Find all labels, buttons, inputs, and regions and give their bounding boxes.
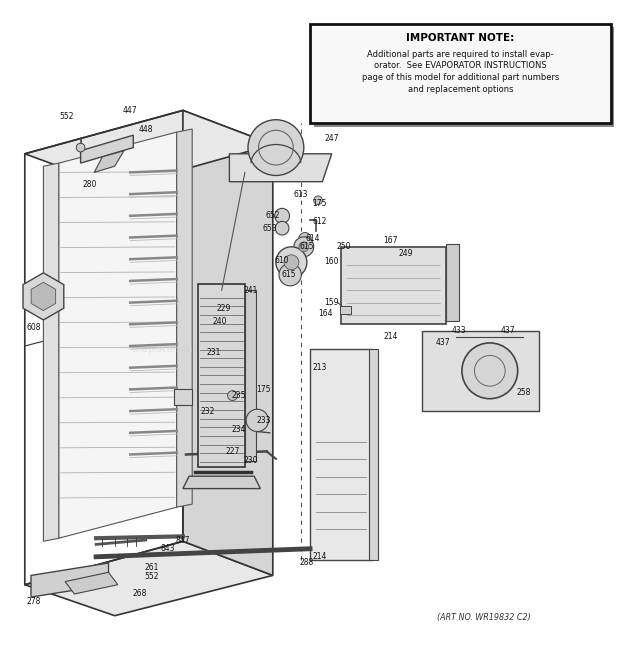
- Text: 159: 159: [324, 298, 339, 307]
- Polygon shape: [177, 129, 192, 507]
- Text: 235: 235: [231, 391, 246, 400]
- Text: 240: 240: [213, 317, 228, 326]
- Text: 615: 615: [299, 243, 314, 251]
- Text: 288: 288: [300, 558, 314, 567]
- Text: 167: 167: [383, 236, 398, 245]
- Text: 164: 164: [318, 309, 333, 318]
- Polygon shape: [341, 247, 446, 325]
- Text: 214: 214: [312, 553, 327, 561]
- Text: 437: 437: [436, 338, 451, 348]
- Text: 448: 448: [138, 124, 153, 134]
- FancyBboxPatch shape: [174, 389, 192, 405]
- Text: 247: 247: [324, 134, 339, 143]
- FancyBboxPatch shape: [340, 306, 351, 314]
- Polygon shape: [31, 563, 108, 597]
- Polygon shape: [183, 476, 260, 488]
- Text: 268: 268: [132, 590, 147, 598]
- Text: 610: 610: [275, 256, 290, 265]
- Text: IMPORTANT NOTE:: IMPORTANT NOTE:: [406, 33, 515, 43]
- Polygon shape: [422, 330, 539, 411]
- Text: 615: 615: [281, 270, 296, 279]
- Text: 258: 258: [516, 388, 531, 397]
- Polygon shape: [59, 132, 177, 538]
- Text: 233: 233: [256, 416, 271, 425]
- Text: 613: 613: [293, 190, 308, 198]
- Text: Additional parts are required to install evap-
orator.  See EVAPORATOR INSTRUCTI: Additional parts are required to install…: [361, 50, 559, 94]
- Polygon shape: [183, 110, 273, 575]
- Polygon shape: [43, 163, 59, 541]
- Polygon shape: [229, 154, 332, 182]
- Circle shape: [314, 196, 322, 205]
- Circle shape: [279, 264, 301, 286]
- Circle shape: [284, 255, 299, 270]
- Text: 213: 213: [312, 363, 327, 372]
- Text: 847: 847: [175, 535, 190, 545]
- Circle shape: [275, 208, 290, 223]
- Text: 232: 232: [200, 407, 215, 416]
- Circle shape: [299, 242, 309, 252]
- Text: 241: 241: [244, 286, 259, 295]
- Circle shape: [275, 221, 289, 235]
- Circle shape: [248, 120, 304, 176]
- Circle shape: [294, 237, 314, 256]
- Text: eReplacementParts.com: eReplacementParts.com: [131, 344, 241, 354]
- Text: 231: 231: [206, 348, 221, 357]
- Text: 160: 160: [324, 256, 339, 266]
- Circle shape: [462, 343, 518, 399]
- FancyBboxPatch shape: [198, 284, 245, 467]
- Polygon shape: [81, 136, 133, 163]
- Text: 175: 175: [312, 199, 327, 208]
- Text: 433: 433: [451, 326, 466, 335]
- Polygon shape: [310, 349, 372, 560]
- Text: 234: 234: [231, 425, 246, 434]
- Text: 229: 229: [216, 304, 231, 313]
- Text: 447: 447: [123, 106, 138, 115]
- Polygon shape: [25, 110, 273, 188]
- Circle shape: [246, 409, 268, 432]
- Circle shape: [228, 391, 237, 401]
- Text: 261: 261: [144, 563, 159, 572]
- Polygon shape: [31, 282, 56, 311]
- Text: 437: 437: [501, 326, 516, 335]
- Text: 249: 249: [399, 249, 414, 258]
- Polygon shape: [446, 244, 459, 321]
- Text: 652: 652: [265, 212, 280, 220]
- Text: 608: 608: [26, 323, 41, 332]
- Circle shape: [76, 143, 85, 152]
- Text: 653: 653: [262, 223, 277, 233]
- Polygon shape: [25, 541, 273, 615]
- Text: 612: 612: [312, 217, 327, 227]
- Polygon shape: [65, 572, 118, 594]
- Text: 227: 227: [225, 447, 240, 456]
- Circle shape: [299, 233, 311, 245]
- Text: 552: 552: [59, 112, 74, 121]
- Text: 843: 843: [160, 544, 175, 553]
- FancyBboxPatch shape: [310, 24, 611, 123]
- Polygon shape: [369, 349, 378, 560]
- Text: 250: 250: [337, 243, 352, 251]
- Text: (ART NO. WR19832 C2): (ART NO. WR19832 C2): [436, 613, 531, 622]
- Text: 214: 214: [383, 332, 398, 341]
- Polygon shape: [23, 273, 64, 320]
- Text: 614: 614: [306, 234, 321, 243]
- Text: 175: 175: [256, 385, 271, 394]
- FancyBboxPatch shape: [245, 290, 256, 461]
- FancyBboxPatch shape: [314, 27, 614, 126]
- Circle shape: [276, 247, 307, 278]
- Polygon shape: [94, 151, 124, 173]
- Text: 280: 280: [82, 180, 97, 189]
- Text: 552: 552: [144, 572, 159, 580]
- Text: 278: 278: [27, 597, 42, 606]
- Text: 230: 230: [244, 456, 259, 465]
